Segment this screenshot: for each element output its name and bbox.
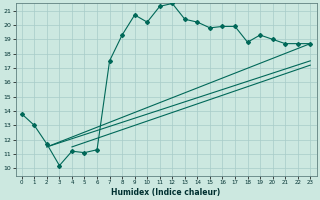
- X-axis label: Humidex (Indice chaleur): Humidex (Indice chaleur): [111, 188, 221, 197]
